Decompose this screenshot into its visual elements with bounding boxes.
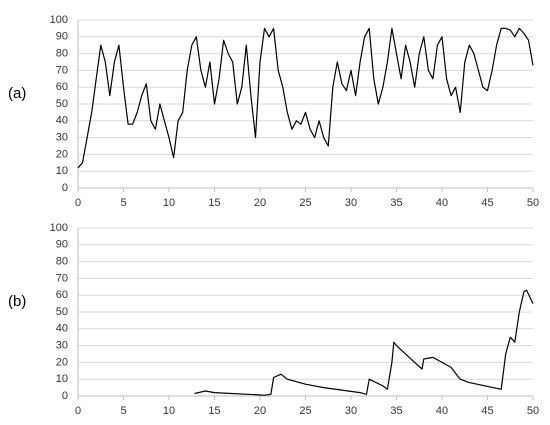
x-tick-label: 35 — [390, 197, 402, 209]
y-tick-label: 60 — [56, 289, 68, 301]
y-tick-label: 50 — [56, 98, 68, 110]
x-tick-label: 20 — [254, 197, 266, 209]
y-tick-label: 0 — [62, 390, 68, 402]
x-tick-label: 5 — [120, 197, 126, 209]
y-tick-label: 80 — [56, 48, 68, 60]
x-tick-label: 25 — [299, 197, 311, 209]
y-tick-label: 30 — [56, 132, 68, 144]
x-tick-label: 10 — [163, 197, 175, 209]
panel-label: (a) — [8, 85, 26, 102]
data-line — [194, 289, 534, 396]
y-tick-label: 30 — [56, 340, 68, 352]
y-tick-label: 10 — [56, 165, 68, 177]
x-tick-label: 40 — [436, 197, 448, 209]
x-tick-label: 50 — [527, 405, 539, 417]
y-tick-label: 90 — [56, 31, 68, 43]
x-tick-label: 50 — [527, 197, 539, 209]
y-tick-label: 50 — [56, 306, 68, 318]
y-tick-label: 40 — [56, 115, 68, 127]
y-tick-label: 10 — [56, 373, 68, 385]
y-tick-label: 100 — [50, 222, 68, 234]
x-tick-label: 0 — [75, 197, 81, 209]
x-tick-label: 5 — [120, 405, 126, 417]
panel-label: (b) — [8, 293, 26, 310]
x-tick-label: 35 — [390, 405, 402, 417]
y-tick-label: 20 — [56, 356, 68, 368]
x-tick-label: 15 — [208, 197, 220, 209]
x-tick-label: 20 — [254, 405, 266, 417]
y-tick-label: 100 — [50, 14, 68, 26]
data-line — [77, 27, 534, 169]
x-tick-label: 30 — [345, 405, 357, 417]
y-tick-label: 60 — [56, 81, 68, 93]
x-tick-label: 40 — [436, 405, 448, 417]
x-tick-label: 45 — [481, 405, 493, 417]
y-tick-label: 70 — [56, 272, 68, 284]
x-tick-label: 0 — [75, 405, 81, 417]
y-tick-label: 80 — [56, 256, 68, 268]
y-tick-label: 90 — [56, 239, 68, 251]
x-tick-label: 25 — [299, 405, 311, 417]
y-tick-label: 0 — [62, 182, 68, 194]
x-tick-label: 10 — [163, 405, 175, 417]
y-tick-label: 70 — [56, 64, 68, 76]
y-tick-label: 40 — [56, 323, 68, 335]
y-tick-label: 20 — [56, 148, 68, 160]
x-tick-label: 15 — [208, 405, 220, 417]
x-tick-label: 45 — [481, 197, 493, 209]
x-tick-label: 30 — [345, 197, 357, 209]
